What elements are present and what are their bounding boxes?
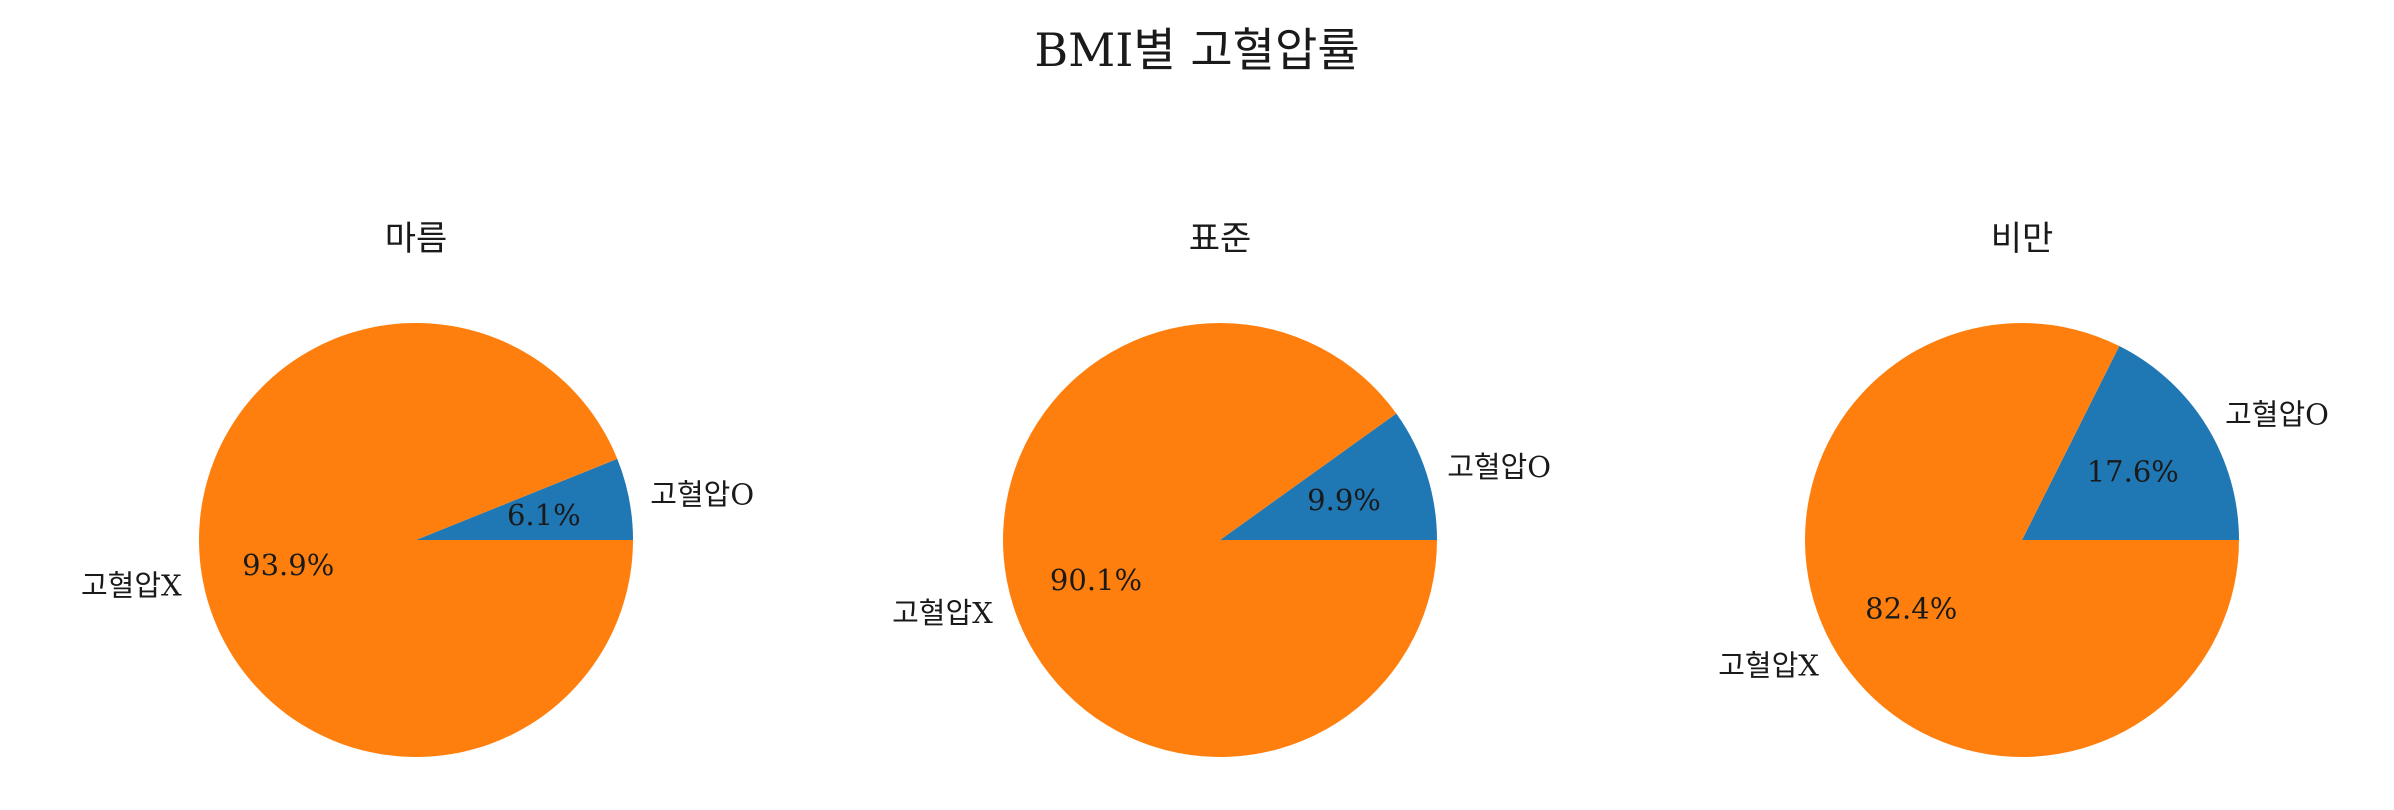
pie-slice-hypertension-no [1003, 323, 1437, 758]
pie-title-pyojun: 표준 [1189, 219, 1252, 259]
pie-percent-label: 6.1% [507, 498, 581, 532]
pie-percent-label: 17.6% [2087, 455, 2179, 489]
pie-slice-hypertension-yes [2022, 346, 2239, 540]
pie-title-marma: 마름 [385, 219, 448, 259]
pie-slices-pyojun: 9.9% 고혈압O 90.1% 고혈압X [892, 323, 1551, 758]
pie-slice-hypertension-yes [416, 458, 633, 540]
pie-category-label: 고혈압O [2225, 398, 2329, 432]
pie-category-label: 고혈압O [650, 478, 754, 512]
pie-category-label: 고혈압O [1447, 450, 1551, 484]
pie-percent-label: 90.1% [1050, 563, 1142, 597]
pie-slice-hypertension-no [199, 322, 633, 757]
pie-percent-label: 9.9% [1307, 483, 1381, 517]
pie-slices-biman: 17.6% 고혈압O 82.4% 고혈압X [1718, 323, 2329, 758]
pie-pyojun: 표준 9.9% 고혈압O 90.1% 고혈압X [892, 219, 1551, 758]
figure-title: BMI별 고혈압률 [1034, 23, 1359, 77]
pie-slices-marma: 6.1% 고혈압O 93.9% 고혈압X [81, 322, 754, 757]
pie-percent-label: 93.9% [242, 548, 334, 582]
pie-title-biman: 비만 [1991, 219, 2054, 259]
pie-percent-label: 82.4% [1865, 591, 1957, 625]
pie-category-label: 고혈압X [892, 596, 993, 630]
pie-biman: 비만 17.6% 고혈압O 82.4% 고혈압X [1718, 219, 2329, 758]
pie-category-label: 고혈압X [1718, 648, 1819, 682]
pie-category-label: 고혈압X [81, 569, 182, 603]
pie-slice-hypertension-yes [1220, 413, 1437, 540]
pie-marma: 마름 6.1% 고혈압O 93.9% 고혈압X [81, 219, 754, 757]
pie-slice-hypertension-no [1805, 323, 2239, 758]
